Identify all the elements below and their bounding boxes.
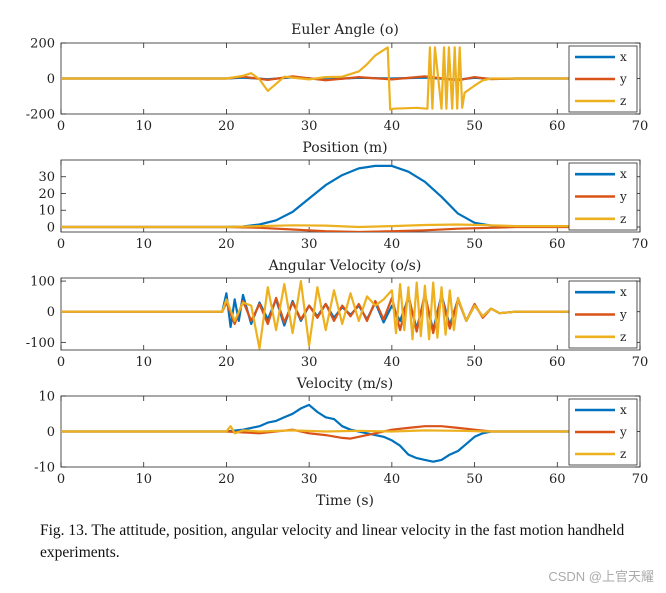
- x-tick-label: 20: [218, 237, 235, 252]
- panel-velocity: Velocity (m/s) 0 10 20 30 40 50 60 70100-10xyz …: [34, 376, 648, 509]
- x-axis-label: Time (s): [316, 493, 374, 509]
- chart-title: Velocity (m/s): [296, 376, 393, 392]
- legend-label-y: y: [619, 425, 627, 439]
- x-tick-label: 20: [218, 472, 235, 487]
- y-tick-label: -100: [26, 336, 55, 351]
- legend: xyz: [568, 398, 638, 466]
- x-tick-label: 20: [218, 355, 235, 370]
- chart-title: Angular Velocity (o/s): [268, 258, 422, 274]
- x-tick-label: 10: [135, 237, 152, 252]
- legend-label-z: z: [620, 212, 626, 226]
- x-tick-label: 10: [135, 472, 152, 487]
- series-line-z: [61, 280, 570, 350]
- x-tick-label: 60: [549, 472, 566, 487]
- x-tick-label: 20: [218, 119, 235, 134]
- y-tick-label: 0: [47, 220, 55, 235]
- legend-label-z: z: [620, 330, 626, 344]
- figure-caption: Fig. 13. The attitude, position, angular…: [40, 522, 625, 561]
- legend-label-x: x: [620, 167, 627, 181]
- legend-label-x: x: [620, 403, 627, 417]
- y-tick-label: 0: [47, 425, 55, 440]
- x-tick-label: 30: [301, 355, 318, 370]
- x-tick-label: 50: [466, 237, 483, 252]
- panel-euler-angle: Euler Angle (o) 0 10 20 30 40 50 60 702000-200x…: [26, 22, 648, 134]
- y-tick-label: 200: [30, 37, 55, 52]
- x-tick-label: 70: [632, 355, 649, 370]
- series-line-z: [61, 223, 570, 229]
- x-tick-label: 0: [57, 472, 65, 487]
- legend-label-z: z: [620, 94, 626, 108]
- x-tick-label: 40: [384, 355, 401, 370]
- series-group: [61, 46, 570, 111]
- x-tick-label: 60: [549, 119, 566, 134]
- y-tick-label: 100: [30, 275, 55, 290]
- x-tick-label: 30: [301, 237, 318, 252]
- y-tick-label: 0: [47, 305, 55, 320]
- series-line-z: [61, 46, 570, 111]
- legend: xyz: [568, 280, 638, 349]
- y-tick-label: 30: [38, 170, 55, 185]
- legend-label-y: y: [619, 308, 627, 322]
- watermark: CSDN @上官天耀: [548, 569, 654, 584]
- x-tick-label: 0: [57, 119, 65, 134]
- x-tick-label: 40: [384, 237, 401, 252]
- series-line-y: [61, 225, 570, 232]
- x-tick-label: 40: [384, 472, 401, 487]
- legend: xyz: [568, 162, 638, 231]
- legend-label-x: x: [620, 50, 627, 64]
- series-line-x: [61, 164, 570, 229]
- x-tick-label: 10: [135, 355, 152, 370]
- x-tick-label: 70: [632, 237, 649, 252]
- figure: Euler Angle (o) 0 10 20 30 40 50 60 702000-200x…: [26, 22, 648, 509]
- series-line-z: [61, 425, 570, 435]
- x-tick-label: 30: [301, 472, 318, 487]
- y-tick-label: -10: [34, 461, 55, 476]
- series-group: [61, 280, 570, 350]
- x-tick-label: 50: [466, 472, 483, 487]
- legend-label-y: y: [619, 190, 627, 204]
- x-tick-label: 0: [57, 355, 65, 370]
- legend-label-z: z: [620, 447, 626, 461]
- y-tick-label: 20: [38, 187, 55, 202]
- x-tick-label: 60: [549, 355, 566, 370]
- chart-title: Position (m): [302, 140, 387, 156]
- x-tick-label: 30: [301, 119, 318, 134]
- legend-label-x: x: [620, 285, 627, 299]
- y-tick-label: 0: [47, 72, 55, 87]
- chart-title: Euler Angle (o): [291, 22, 399, 38]
- y-tick-label: 10: [38, 390, 55, 405]
- x-tick-label: 70: [632, 472, 649, 487]
- panel-angular-velocity: Angular Velocity (o/s) 0 10 20 30 40 50 60 70 10…: [26, 258, 648, 370]
- series-group: [61, 403, 570, 463]
- y-tick-label: -200: [26, 108, 55, 123]
- x-tick-label: 70: [632, 119, 649, 134]
- y-tick-label: 10: [38, 204, 55, 219]
- x-tick-label: 50: [466, 355, 483, 370]
- x-tick-label: 0: [57, 237, 65, 252]
- series-group: [61, 164, 570, 232]
- x-tick-label: 50: [466, 119, 483, 134]
- x-tick-label: 60: [549, 237, 566, 252]
- legend-label-y: y: [619, 72, 627, 86]
- x-tick-label: 10: [135, 119, 152, 134]
- legend: xyz: [568, 45, 638, 113]
- x-tick-label: 40: [384, 119, 401, 134]
